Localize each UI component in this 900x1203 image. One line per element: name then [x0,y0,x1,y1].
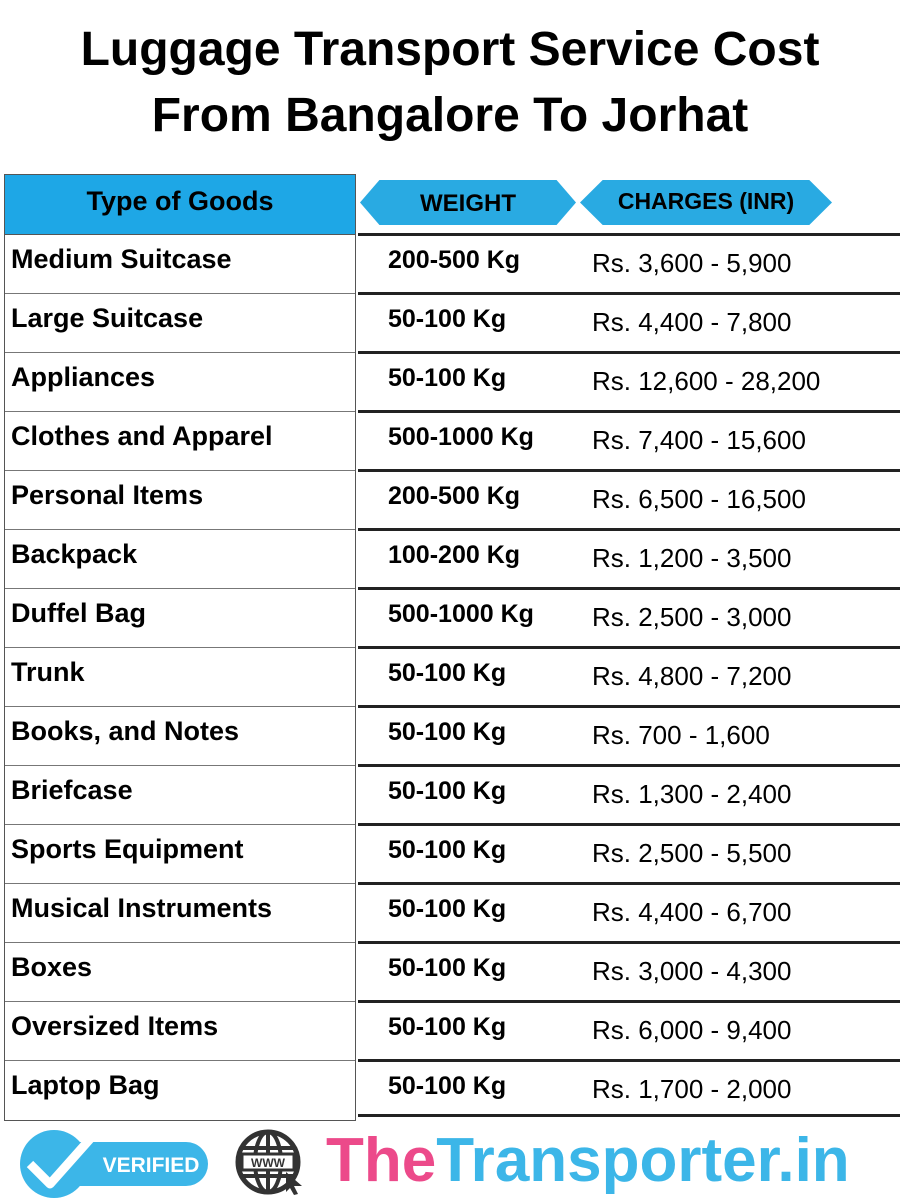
table-row: 50-100 Kg Rs. 3,000 - 4,300 [358,941,900,1000]
goods-cell: Books, and Notes [5,707,355,766]
goods-cell: Musical Instruments [5,884,355,943]
www-text: WWW [251,1156,286,1170]
table-bottom-divider [358,1114,900,1117]
charges-cell: Rs. 2,500 - 5,500 [592,838,792,868]
table-row: 50-100 Kg Rs. 6,000 - 9,400 [358,1000,900,1059]
table-row: 50-100 Kg Rs. 4,400 - 6,700 [358,882,900,941]
table-row: 200-500 Kg Rs. 3,600 - 5,900 [358,233,900,292]
table-row: 50-100 Kg Rs. 4,400 - 7,800 [358,292,900,351]
charges-cell: Rs. 6,000 - 9,400 [592,1015,792,1045]
weight-cell: 50-100 Kg [388,1013,507,1041]
table-row: 500-1000 Kg Rs. 2,500 - 3,000 [358,587,900,646]
page-title-line2: From Bangalore To Jorhat [151,89,749,142]
goods-cell: Sports Equipment [5,825,355,884]
goods-cell: Briefcase [5,766,355,825]
weight-cell: 200-500 Kg [388,246,521,274]
goods-cell: Duffel Bag [5,589,355,648]
charges-cell: Rs. 700 - 1,600 [592,720,770,750]
table-row: 50-100 Kg Rs. 700 - 1,600 [358,705,900,764]
brand-part1: The [326,1126,437,1195]
goods-cell: Clothes and Apparel [5,412,355,471]
charges-cell: Rs. 7,400 - 15,600 [592,425,806,455]
weight-cell: 100-200 Kg [388,541,521,569]
goods-cell: Boxes [5,943,355,1002]
charges-cell: Rs. 4,400 - 6,700 [592,897,792,927]
weight-cell: 50-100 Kg [388,1072,507,1100]
charges-cell: Rs. 4,400 - 7,800 [592,307,792,337]
weight-cell: 50-100 Kg [388,659,507,687]
charges-cell: Rs. 6,500 - 16,500 [592,484,806,514]
goods-cell: Backpack [5,530,355,589]
table-row: 200-500 Kg Rs. 6,500 - 16,500 [358,469,900,528]
goods-cell: Appliances [5,353,355,412]
goods-cell: Large Suitcase [5,294,355,353]
charges-cell: Rs. 4,800 - 7,200 [592,661,792,691]
charges-cell: Rs. 1,700 - 2,000 [592,1074,792,1104]
weight-cell: 50-100 Kg [388,836,507,864]
table-row: 50-100 Kg Rs. 2,500 - 5,500 [358,823,900,882]
weight-cell: 50-100 Kg [388,718,507,746]
globe-www-icon: WWW [234,1128,306,1201]
table-row: 100-200 Kg Rs. 1,200 - 3,500 [358,528,900,587]
charges-cell: Rs. 12,600 - 28,200 [592,366,821,396]
charges-cell: Rs. 1,200 - 3,500 [592,543,792,573]
charges-cell: Rs. 2,500 - 3,000 [592,602,792,632]
charges-cell: Rs. 3,600 - 5,900 [592,248,792,278]
table-row: 50-100 Kg Rs. 1,300 - 2,400 [358,764,900,823]
charges-cell: Rs. 3,000 - 4,300 [592,956,792,986]
weight-column-header: WEIGHT [360,180,576,225]
goods-cell: Trunk [5,648,355,707]
weight-cell: 50-100 Kg [388,364,507,392]
table-row: 50-100 Kg Rs. 12,600 - 28,200 [358,351,900,410]
goods-table: Type of Goods Medium Suitcase Large Suitc… [4,174,356,1121]
goods-column-header: Type of Goods [5,175,355,235]
charges-cell: Rs. 1,300 - 2,400 [592,779,792,809]
weight-cell: 50-100 Kg [388,305,507,333]
goods-cell: Medium Suitcase [5,235,355,294]
verified-badge-icon: VERIFIED [16,1126,216,1203]
table-row: 50-100 Kg Rs. 4,800 - 7,200 [358,646,900,705]
goods-cell: Personal Items [5,471,355,530]
weight-cell: 50-100 Kg [388,895,507,923]
verified-text: VERIFIED [103,1154,200,1177]
page-title-line1: Luggage Transport Service Cost [80,23,820,76]
weight-cell: 50-100 Kg [388,954,507,982]
charges-column-header: CHARGES (INR) [580,180,832,225]
table-row: 500-1000 Kg Rs. 7,400 - 15,600 [358,410,900,469]
table-row: 50-100 Kg Rs. 1,700 - 2,000 [358,1059,900,1118]
footer: VERIFIED WWW TheTransporter.in [0,1118,900,1200]
weight-cell: 500-1000 Kg [388,423,534,451]
goods-cell: Oversized Items [5,1002,355,1061]
brand-part2: Transporter.in [436,1126,850,1195]
weight-cell: 200-500 Kg [388,482,521,510]
weight-cell: 500-1000 Kg [388,600,534,628]
brand-logo: TheTransporter.in [326,1128,850,1194]
goods-cell: Laptop Bag [11,1070,160,1100]
weight-cell: 50-100 Kg [388,777,507,805]
